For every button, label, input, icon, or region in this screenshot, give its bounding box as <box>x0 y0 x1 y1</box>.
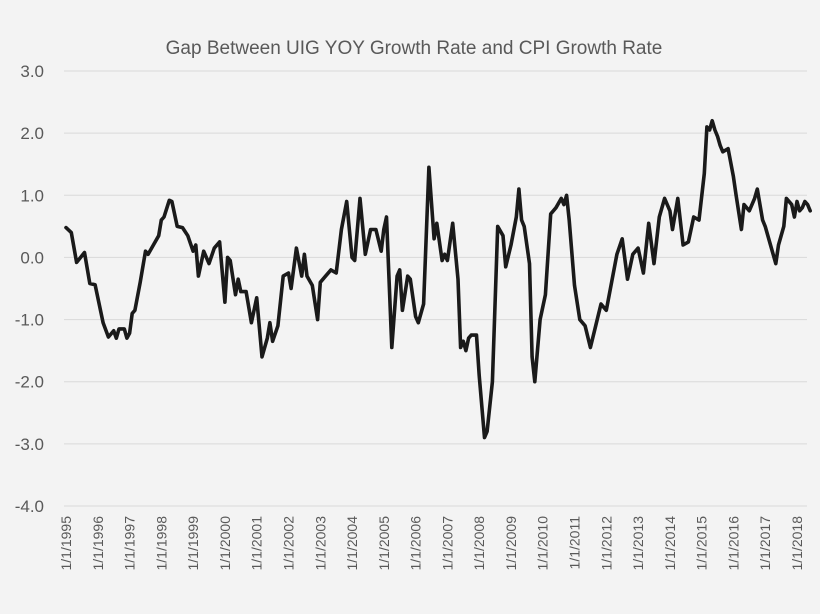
chart-title: Gap Between UIG YOY Growth Rate and CPI … <box>166 38 663 59</box>
x-tick-label: 1/1/2016 <box>725 516 741 571</box>
x-tick-label: 1/1/2013 <box>630 516 646 571</box>
x-tick-label: 1/1/1999 <box>185 516 201 571</box>
x-tick-label: 1/1/2001 <box>249 516 265 571</box>
y-tick-label: -4.0 <box>15 497 44 516</box>
x-tick-label: 1/1/2005 <box>376 516 392 571</box>
x-tick-label: 1/1/2002 <box>280 516 296 571</box>
x-tick-label: 1/1/1995 <box>58 516 74 571</box>
series-layer <box>64 118 812 440</box>
x-tick-label: 1/1/2009 <box>503 516 519 571</box>
x-tick-label: 1/1/2003 <box>312 516 328 571</box>
x-tick-label: 1/1/2008 <box>471 516 487 571</box>
y-tick-label: -3.0 <box>15 435 44 454</box>
y-tick-label: 1.0 <box>20 186 44 205</box>
x-tick-label: 1/1/2012 <box>598 516 614 571</box>
series-line <box>64 118 812 440</box>
y-tick-label: -1.0 <box>15 311 44 330</box>
x-tick-label: 1/1/2004 <box>344 516 360 571</box>
x-tick-label: 1/1/1997 <box>122 516 138 571</box>
x-tick-label: 1/1/2000 <box>217 516 233 571</box>
x-tick-label: 1/1/2011 <box>567 516 583 570</box>
y-axis-ticks: -4.0 -3.0 -2.0 -1.0 0.0 1.0 2.0 3.0 <box>15 62 44 516</box>
y-tick-label: 3.0 <box>20 62 44 81</box>
x-tick-label: 1/1/2017 <box>757 516 773 571</box>
x-tick-label: 1/1/2007 <box>439 516 455 571</box>
y-tick-label: -2.0 <box>15 373 44 392</box>
x-tick-label: 1/1/2015 <box>694 516 710 571</box>
x-tick-label: 1/1/2006 <box>408 516 424 571</box>
gridlines <box>64 70 807 507</box>
x-tick-label: 1/1/1998 <box>153 516 169 571</box>
x-tick-label: 1/1/2018 <box>789 516 805 571</box>
x-tick-label: 1/1/2014 <box>662 516 678 571</box>
y-tick-label: 2.0 <box>20 124 44 143</box>
x-axis-ticks: 1/1/1995 1/1/1996 1/1/1997 1/1/1998 1/1/1999… <box>58 516 805 571</box>
x-tick-label: 1/1/2010 <box>535 516 551 571</box>
y-tick-label: 0.0 <box>20 248 44 267</box>
x-tick-label: 1/1/1996 <box>90 516 106 571</box>
